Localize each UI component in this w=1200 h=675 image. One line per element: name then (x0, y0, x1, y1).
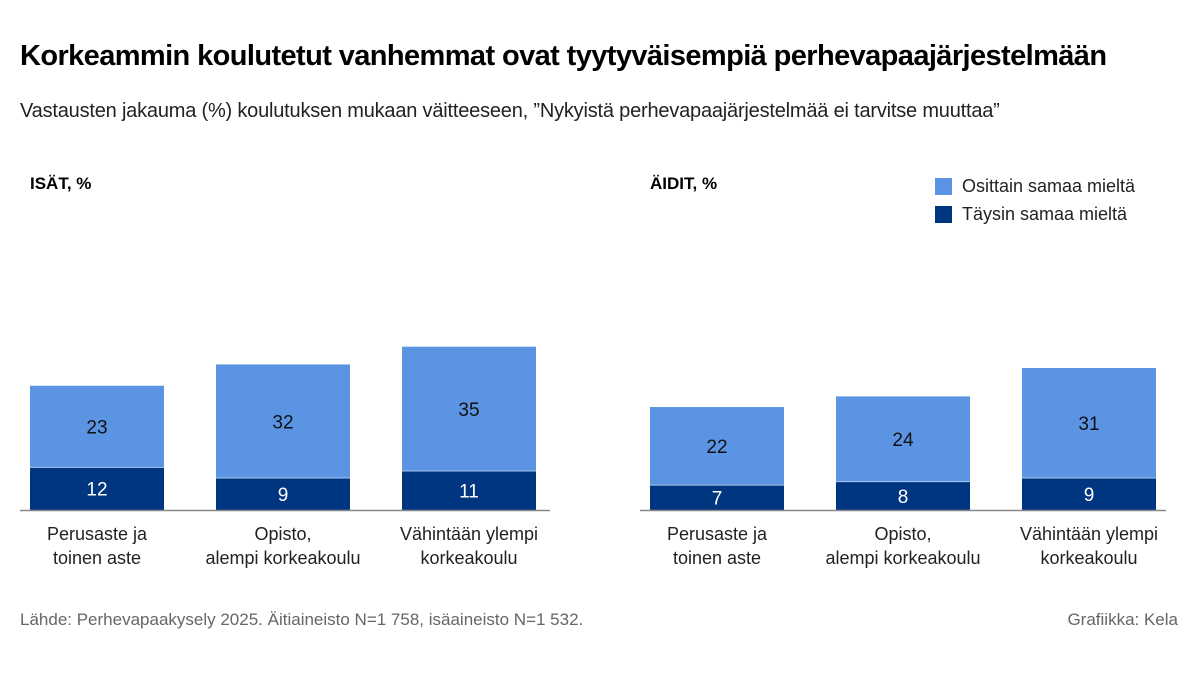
chart-subtitle: Vastausten jakauma (%) koulutuksen mukaa… (20, 100, 1000, 122)
legend: Osittain samaa mieltä Täysin samaa mielt… (935, 172, 1135, 228)
bar-segment (402, 346, 536, 471)
source-note: Lähde: Perhevapaakysely 2025. Äitiaineis… (20, 610, 584, 629)
legend-item-partial: Osittain samaa mieltä (935, 172, 1135, 200)
category-label: korkeakoulu (420, 548, 517, 568)
category-label: Opisto, (874, 524, 931, 544)
data-label: 7 (712, 489, 723, 510)
data-label: 9 (278, 485, 289, 506)
category-label: Opisto, (254, 524, 311, 544)
category-label: Vähintään ylempi (400, 524, 538, 544)
panel-title-mothers: ÄIDIT, % (650, 174, 718, 193)
data-label: 8 (898, 487, 909, 508)
bar-segment (1022, 478, 1156, 510)
data-label: 32 (272, 412, 293, 433)
legend-label: Osittain samaa mieltä (962, 175, 1136, 196)
bar-segment (216, 478, 350, 510)
bar-segment (836, 481, 970, 510)
bar-segment (216, 364, 350, 479)
category-label: Perusaste ja (47, 524, 148, 544)
legend-swatch (935, 205, 952, 223)
bar-segment (402, 470, 536, 510)
category-label: Perusaste ja (667, 524, 768, 544)
legend-swatch (935, 177, 952, 195)
bar-segment (836, 396, 970, 482)
credit-note: Grafiikka: Kela (1067, 610, 1178, 629)
category-label: korkeakoulu (1040, 548, 1137, 568)
bar-segment (650, 407, 784, 486)
category-label: toinen aste (673, 548, 761, 568)
data-label: 23 (86, 418, 107, 439)
bar-segment (30, 467, 164, 510)
legend-item-full: Täysin samaa mieltä (935, 200, 1135, 228)
bar-segment (1022, 368, 1156, 479)
data-label: 22 (706, 437, 727, 458)
category-label: Vähintään ylempi (1020, 524, 1158, 544)
legend-label: Täysin samaa mieltä (962, 203, 1128, 224)
data-label: 35 (458, 400, 479, 421)
category-label: alempi korkeakoulu (205, 548, 360, 568)
data-label: 12 (86, 480, 107, 501)
category-label: alempi korkeakoulu (825, 548, 980, 568)
panel-title-fathers: ISÄT, % (30, 174, 92, 193)
data-label: 24 (892, 430, 914, 451)
category-label: toinen aste (53, 548, 141, 568)
data-label: 31 (1078, 414, 1099, 435)
chart-title: Korkeammin koulutetut vanhemmat ovat tyy… (20, 40, 1107, 72)
bar-segment (30, 385, 164, 468)
bar-segment (650, 485, 784, 510)
data-label: 11 (459, 481, 479, 502)
data-label: 9 (1084, 485, 1095, 506)
